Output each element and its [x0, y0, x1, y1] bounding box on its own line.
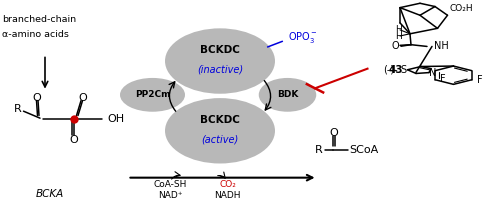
Text: H: H — [396, 32, 402, 41]
Text: NH: NH — [434, 41, 449, 51]
Text: R: R — [14, 104, 22, 114]
Text: F: F — [440, 74, 446, 84]
Text: PP2Cm: PP2Cm — [135, 90, 170, 99]
Text: α-amino acids: α-amino acids — [2, 30, 70, 39]
Text: R: R — [315, 145, 323, 155]
Text: OH: OH — [108, 114, 124, 124]
Text: NAD⁺: NAD⁺ — [158, 191, 182, 200]
Text: O: O — [70, 135, 78, 145]
Text: OPO$_3^-$: OPO$_3^-$ — [288, 30, 317, 44]
Text: 43: 43 — [389, 65, 404, 75]
Text: O: O — [78, 93, 88, 103]
Text: CO₂: CO₂ — [219, 180, 236, 189]
Ellipse shape — [120, 78, 185, 112]
Text: O: O — [391, 41, 399, 51]
Text: CoA-SH: CoA-SH — [154, 180, 186, 189]
Text: O: O — [32, 93, 41, 103]
Text: F: F — [476, 75, 482, 85]
Text: SCoA: SCoA — [349, 145, 378, 155]
Text: BCKDC: BCKDC — [200, 45, 240, 55]
Text: (active): (active) — [202, 135, 238, 145]
Text: BCKA: BCKA — [36, 189, 64, 199]
Text: (-)-: (-)- — [383, 65, 398, 75]
Text: branched-chain: branched-chain — [2, 15, 76, 24]
Ellipse shape — [165, 28, 275, 94]
Text: NADH: NADH — [214, 191, 241, 200]
Text: (inactive): (inactive) — [197, 65, 243, 75]
Text: BDK: BDK — [277, 90, 298, 99]
Text: N: N — [430, 68, 436, 78]
Text: S: S — [400, 65, 406, 75]
Text: O: O — [330, 128, 338, 138]
Ellipse shape — [259, 78, 316, 112]
Ellipse shape — [165, 98, 275, 164]
Text: BCKDC: BCKDC — [200, 115, 240, 125]
Text: H: H — [396, 25, 402, 34]
Text: CO₂H: CO₂H — [450, 4, 473, 13]
